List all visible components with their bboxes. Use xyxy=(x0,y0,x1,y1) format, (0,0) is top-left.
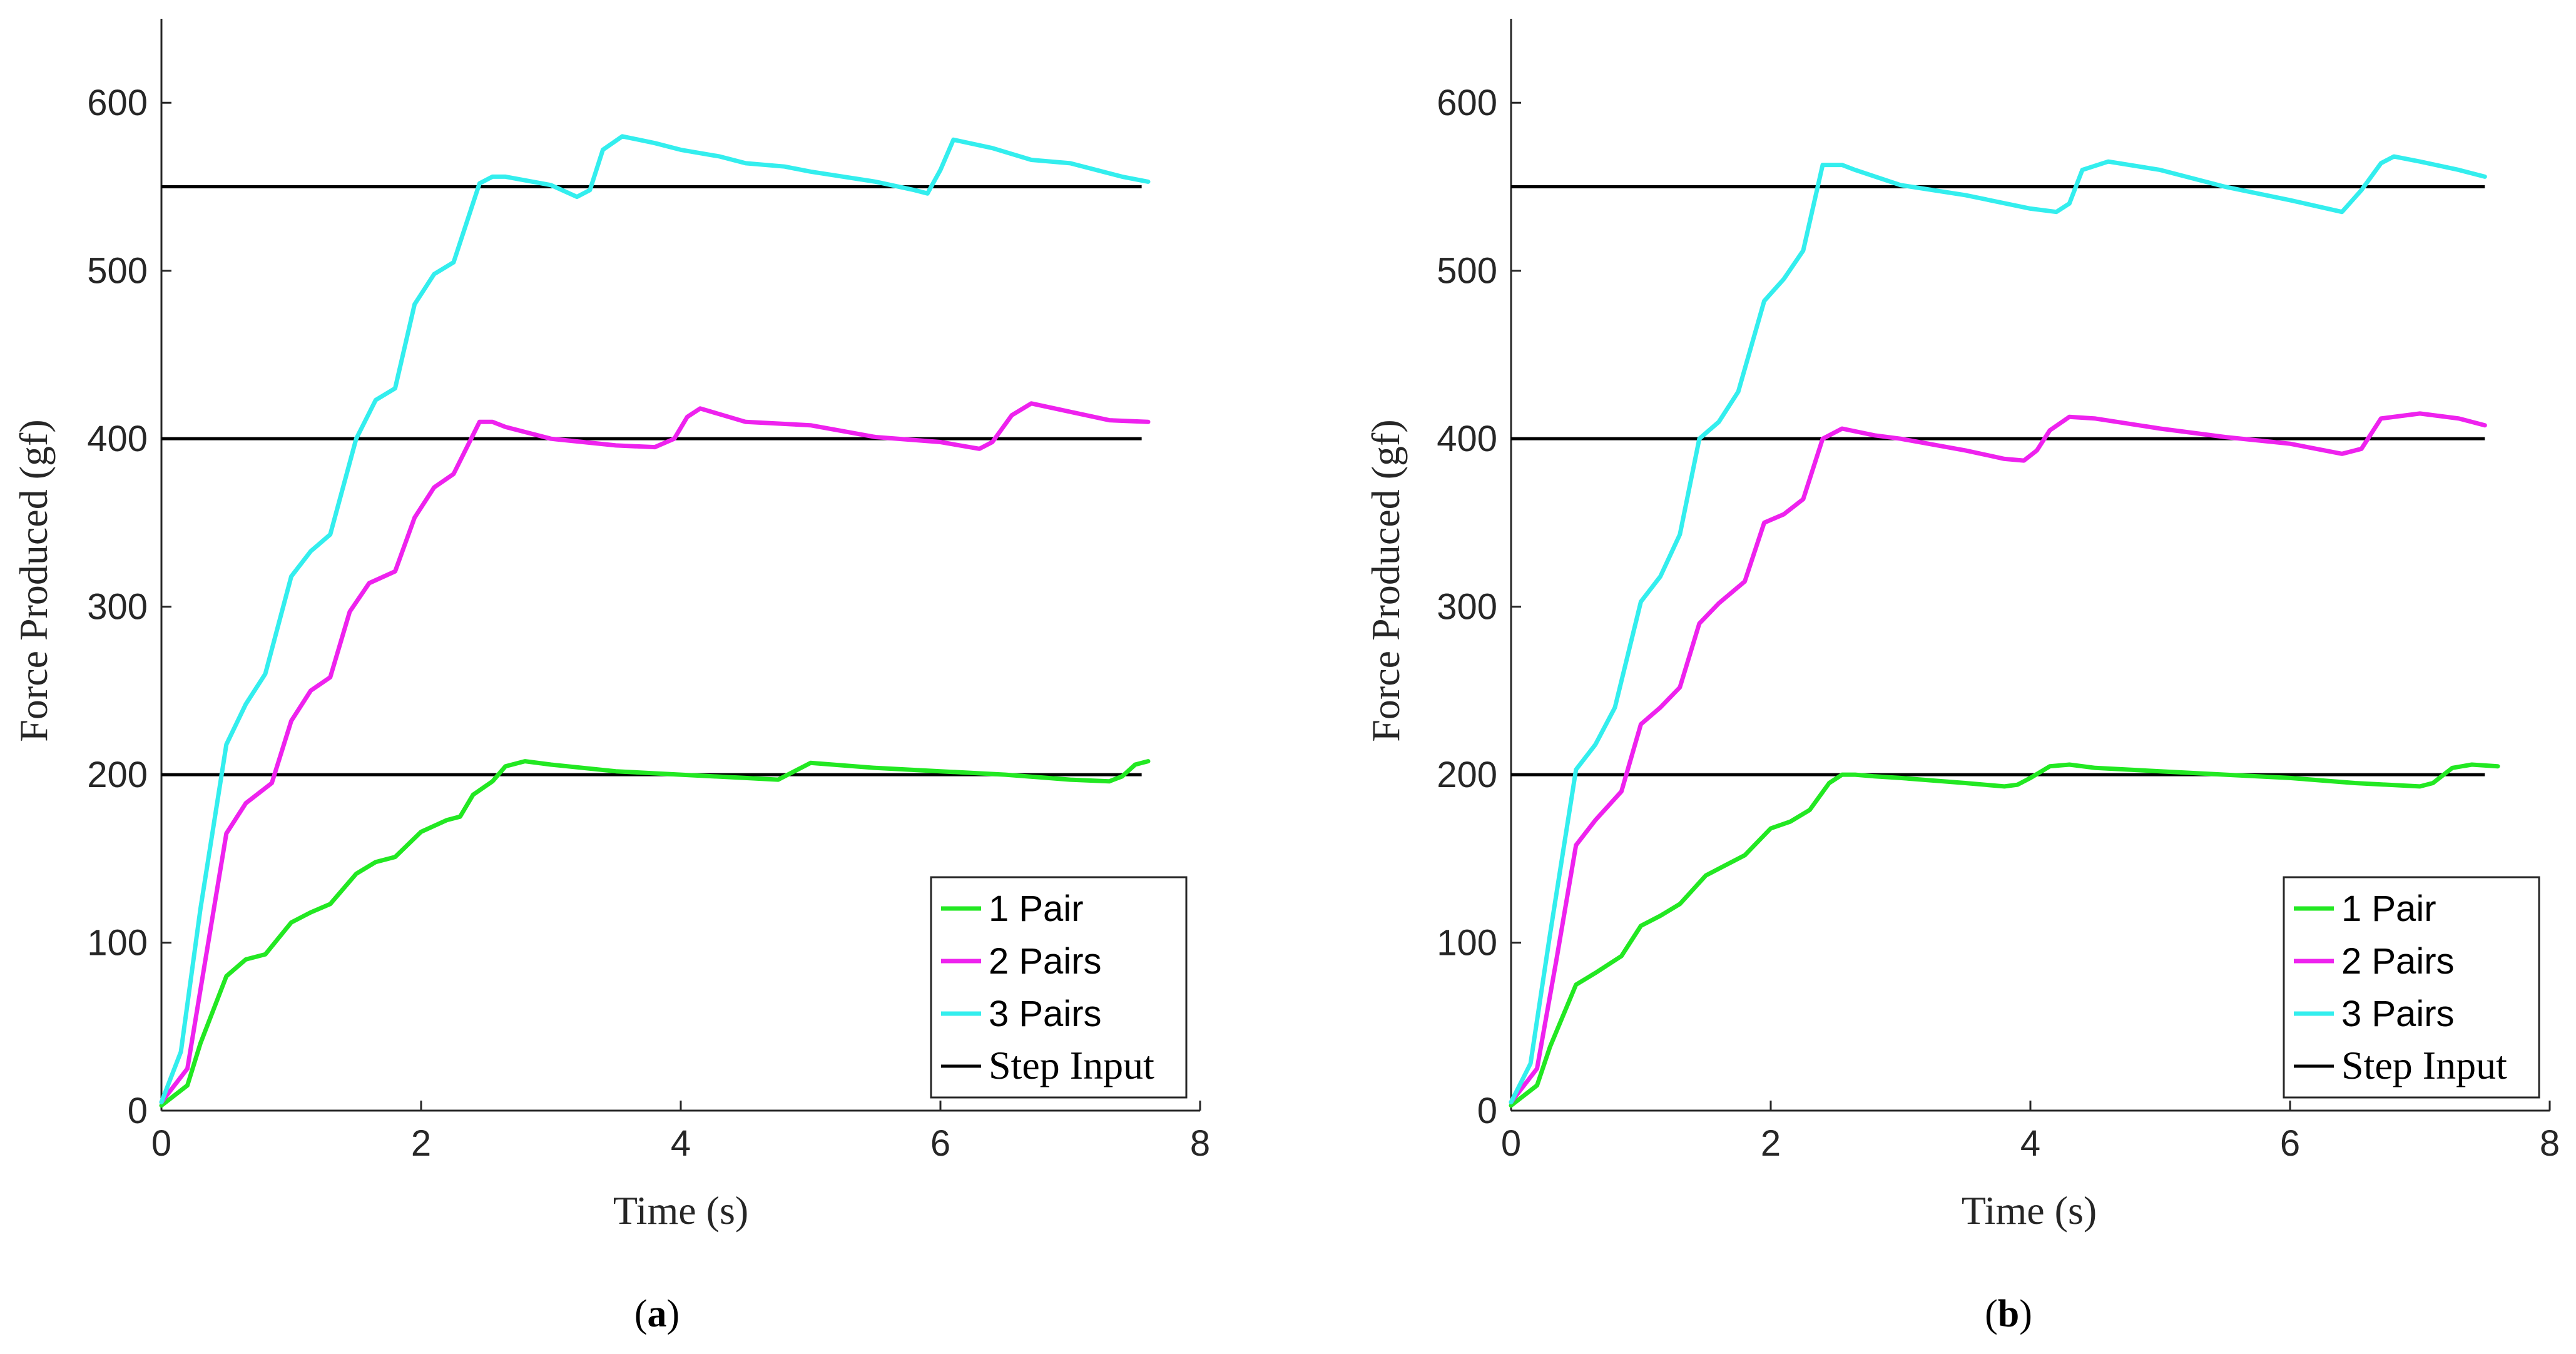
series-line-2-pairs xyxy=(159,401,1151,1105)
x-axis-title-b: Time (s) xyxy=(1962,1188,2097,1233)
x-tick-label-b: 2 xyxy=(1761,1123,1781,1164)
legend-a: 1 Pair 2 Pairs 3 Pairs Step Input xyxy=(930,876,1188,1099)
plot-a: 0 100 200 300 400 500 600 0 2 4 6 8 1 Pair 2 Pairs 3 P… xyxy=(87,19,1210,1164)
y-tick-label-a: 500 xyxy=(87,251,148,292)
y-tick-label-b: 600 xyxy=(1437,83,1497,123)
panel-a: Force Produced (gf) Time (s) (a) 0 100 200… xyxy=(11,19,1210,1335)
x-tick-label-a: 0 xyxy=(151,1123,171,1164)
legend-label-2: 2 Pairs xyxy=(989,941,1102,982)
y-tick-label-b: 100 xyxy=(1437,923,1497,964)
series-line-2-pairs xyxy=(1509,411,2487,1105)
caption-a-letter: a xyxy=(648,1293,667,1335)
legend-label-3: 3 Pairs xyxy=(989,994,1102,1034)
legend-label-4: Step Input xyxy=(2341,1043,2507,1087)
y-tick-label-a: 600 xyxy=(87,83,148,123)
y-axis-title-b: Force Produced (gf) xyxy=(1363,419,1408,741)
y-tick-label-a: 300 xyxy=(87,587,148,628)
legend-label-2: 2 Pairs xyxy=(2341,941,2455,982)
x-tick-label-b: 8 xyxy=(2540,1123,2560,1164)
legend-label-1: 1 Pair xyxy=(989,888,1084,929)
legend-box xyxy=(2283,876,2540,1099)
series-line-3-pairs xyxy=(1509,154,2487,1105)
caption-b-letter: b xyxy=(1998,1293,2019,1335)
x-tick-label-b: 0 xyxy=(1501,1123,1521,1164)
y-tick-label-b: 500 xyxy=(1437,251,1497,292)
series-line-3-pairs xyxy=(159,134,1151,1105)
y-tick-label-b: 300 xyxy=(1437,587,1497,628)
legend-label-3: 3 Pairs xyxy=(2341,994,2455,1034)
legend-b: 1 Pair 2 Pairs 3 Pairs Step Input xyxy=(2283,876,2540,1099)
x-tick-label-a: 2 xyxy=(411,1123,431,1164)
caption-a: (a) xyxy=(634,1293,680,1335)
caption-b: (b) xyxy=(1985,1293,2032,1335)
y-tick-label-a: 100 xyxy=(87,923,148,964)
y-tick-label-a: 400 xyxy=(87,419,148,459)
y-tick-label-a: 0 xyxy=(128,1091,148,1131)
x-tick-label-b: 6 xyxy=(2280,1123,2300,1164)
y-tick-label-b: 400 xyxy=(1437,419,1497,459)
panel-b: Force Produced (gf) Time (s) (b) 0 100 200… xyxy=(1363,19,2560,1335)
y-tick-label-a: 200 xyxy=(87,755,148,795)
y-tick-label-b: 0 xyxy=(1477,1091,1497,1131)
legend-label-1: 1 Pair xyxy=(2341,888,2436,929)
x-tick-label-a: 6 xyxy=(930,1123,950,1164)
y-tick-label-b: 200 xyxy=(1437,755,1497,795)
plot-b: 0 100 200 300 400 500 600 0 2 4 6 8 1 Pair 2 Pairs 3 P… xyxy=(1437,19,2560,1164)
y-axis-title-a: Force Produced (gf) xyxy=(11,419,56,741)
legend-label-4: Step Input xyxy=(989,1043,1154,1087)
x-axis-title-a: Time (s) xyxy=(613,1188,748,1233)
series-line-1-pair xyxy=(1509,762,2500,1108)
x-tick-label-b: 4 xyxy=(2020,1123,2040,1164)
legend-box xyxy=(930,876,1188,1099)
x-tick-label-a: 8 xyxy=(1190,1123,1210,1164)
x-tick-label-a: 4 xyxy=(671,1123,691,1164)
series-line-1-pair xyxy=(159,759,1151,1108)
